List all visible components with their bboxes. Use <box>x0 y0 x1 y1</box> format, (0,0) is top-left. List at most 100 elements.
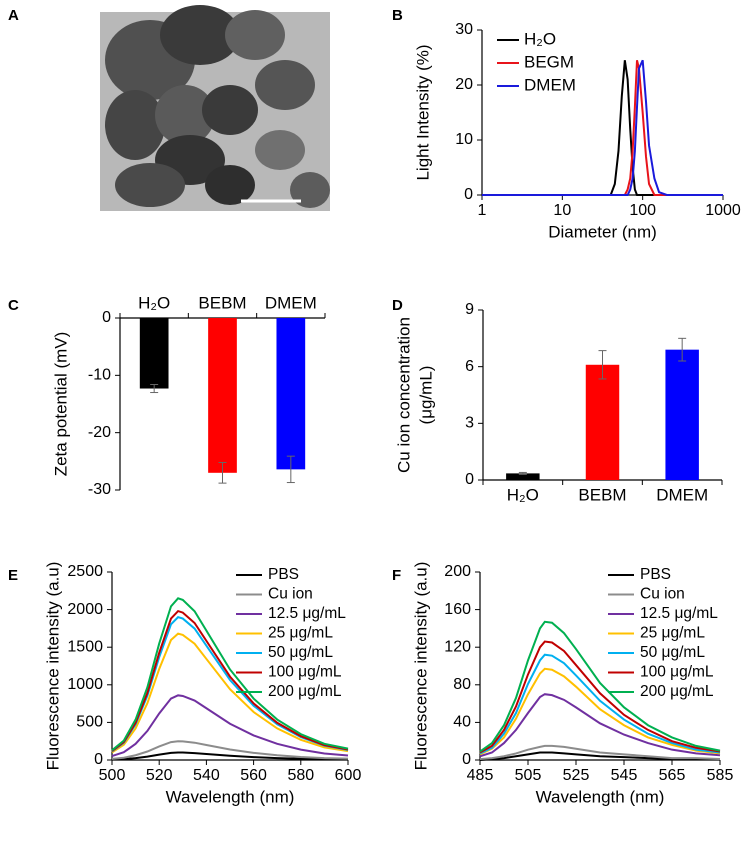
series-line <box>479 744 721 761</box>
x-tick-label: 10 <box>553 202 571 219</box>
x-tick-label: 505 <box>515 767 542 784</box>
legend-label: 200 μg/mL <box>640 683 714 700</box>
y-axis-label: Fluorescence intensity (a.u) <box>43 562 62 771</box>
series-line <box>111 751 349 761</box>
series-line <box>479 667 721 756</box>
series-line <box>479 751 720 761</box>
y-tick-label: 0 <box>462 751 471 768</box>
x-tick-label: 485 <box>467 767 494 784</box>
y-tick-label: 120 <box>444 638 471 655</box>
series-line <box>482 60 723 196</box>
legend-label: PBS <box>268 566 299 583</box>
series-line <box>479 620 721 753</box>
legend-label: 50 μg/mL <box>268 644 333 661</box>
bar <box>506 473 540 480</box>
error-bar <box>678 337 687 362</box>
y-tick-label: 0 <box>102 309 111 326</box>
y-tick-label: -20 <box>88 424 111 441</box>
error-bar <box>598 350 607 380</box>
x-tick-label: DMEM <box>265 293 317 312</box>
legend-label: 200 μg/mL <box>268 683 342 700</box>
y-tick-label: 0 <box>465 471 474 488</box>
y-tick-label: 0 <box>94 751 103 768</box>
panel-label: D <box>392 297 403 314</box>
y-tick-label: 6 <box>465 358 474 375</box>
tem-image: 100 nm <box>100 5 330 225</box>
series-line <box>482 59 723 196</box>
legend-label: 12.5 μg/mL <box>640 605 718 622</box>
y-axis-label: Cu ion concentration <box>394 317 413 473</box>
y-tick-label: 1500 <box>67 638 103 655</box>
panel-label: E <box>8 567 18 584</box>
series-line <box>479 640 721 754</box>
y-tick-label: 2500 <box>67 563 103 580</box>
y-axis-label: Fluorescence intensity (a.u) <box>411 562 430 771</box>
series-line <box>111 632 349 754</box>
y-tick-label: 9 <box>465 301 474 318</box>
legend-label: H₂O <box>524 29 556 48</box>
error-bar <box>286 455 295 484</box>
x-axis-label: Wavelength (nm) <box>536 787 665 806</box>
error-bar <box>518 471 527 475</box>
panel-label: F <box>392 567 401 584</box>
legend-label: BEGM <box>524 52 574 71</box>
series-line <box>111 694 349 758</box>
legend-label: 50 μg/mL <box>640 644 705 661</box>
x-tick-label: BEBM <box>198 293 246 312</box>
series-line <box>482 60 723 196</box>
x-tick-label: 565 <box>659 767 686 784</box>
x-axis-label: Wavelength (nm) <box>166 787 295 806</box>
bar <box>276 318 306 470</box>
error-bar <box>150 384 159 394</box>
y-tick-label: 2000 <box>67 601 103 618</box>
scale-bar-label: 100 nm <box>248 208 298 225</box>
legend-label: PBS <box>640 566 671 583</box>
bar <box>208 318 237 473</box>
series-line <box>479 693 721 758</box>
panel-label: B <box>392 7 403 24</box>
x-axis-label: Diameter (nm) <box>548 222 657 241</box>
series-line <box>111 597 349 752</box>
y-tick-label: 3 <box>465 415 474 432</box>
legend-label: DMEM <box>524 75 576 94</box>
x-tick-label: 1000 <box>705 202 741 219</box>
x-tick-label: H₂O <box>138 293 170 312</box>
y-tick-label: 20 <box>455 76 473 93</box>
x-tick-label: 100 <box>629 202 656 219</box>
x-tick-label: 525 <box>563 767 590 784</box>
y-tick-label: 500 <box>76 714 103 731</box>
x-tick-label: BEBM <box>578 485 626 504</box>
y-tick-label: 200 <box>444 563 471 580</box>
series-line <box>111 740 349 760</box>
y-axis-label: Light Intensity (%) <box>413 44 432 180</box>
y-tick-label: -10 <box>88 367 111 384</box>
y-axis-label: Zeta potential (mV) <box>51 332 70 477</box>
x-tick-label: 1 <box>478 202 487 219</box>
legend-label: 12.5 μg/mL <box>268 605 346 622</box>
legend-label: Cu ion <box>640 586 685 603</box>
legend-label: 25 μg/mL <box>268 625 333 642</box>
y-tick-label: 40 <box>453 714 471 731</box>
legend-label: Cu ion <box>268 586 313 603</box>
x-tick-label: 520 <box>146 767 173 784</box>
legend-label: 100 μg/mL <box>268 664 342 681</box>
series-line <box>479 653 721 755</box>
bar <box>585 364 620 480</box>
legend-label: 100 μg/mL <box>640 664 714 681</box>
error-bar <box>218 461 227 484</box>
x-tick-label: 585 <box>707 767 734 784</box>
x-tick-label: 545 <box>611 767 638 784</box>
bar <box>665 349 699 480</box>
x-tick-label: H₂O <box>507 485 539 504</box>
x-tick-label: 560 <box>240 767 267 784</box>
y-tick-label: 30 <box>455 21 473 38</box>
y-tick-label: 160 <box>444 601 471 618</box>
bar <box>139 318 169 389</box>
legend-label: 25 μg/mL <box>640 625 705 642</box>
panel-label: C <box>8 297 19 314</box>
x-tick-label: 600 <box>335 767 362 784</box>
y-tick-label: 80 <box>453 676 471 693</box>
series-line <box>111 609 349 752</box>
